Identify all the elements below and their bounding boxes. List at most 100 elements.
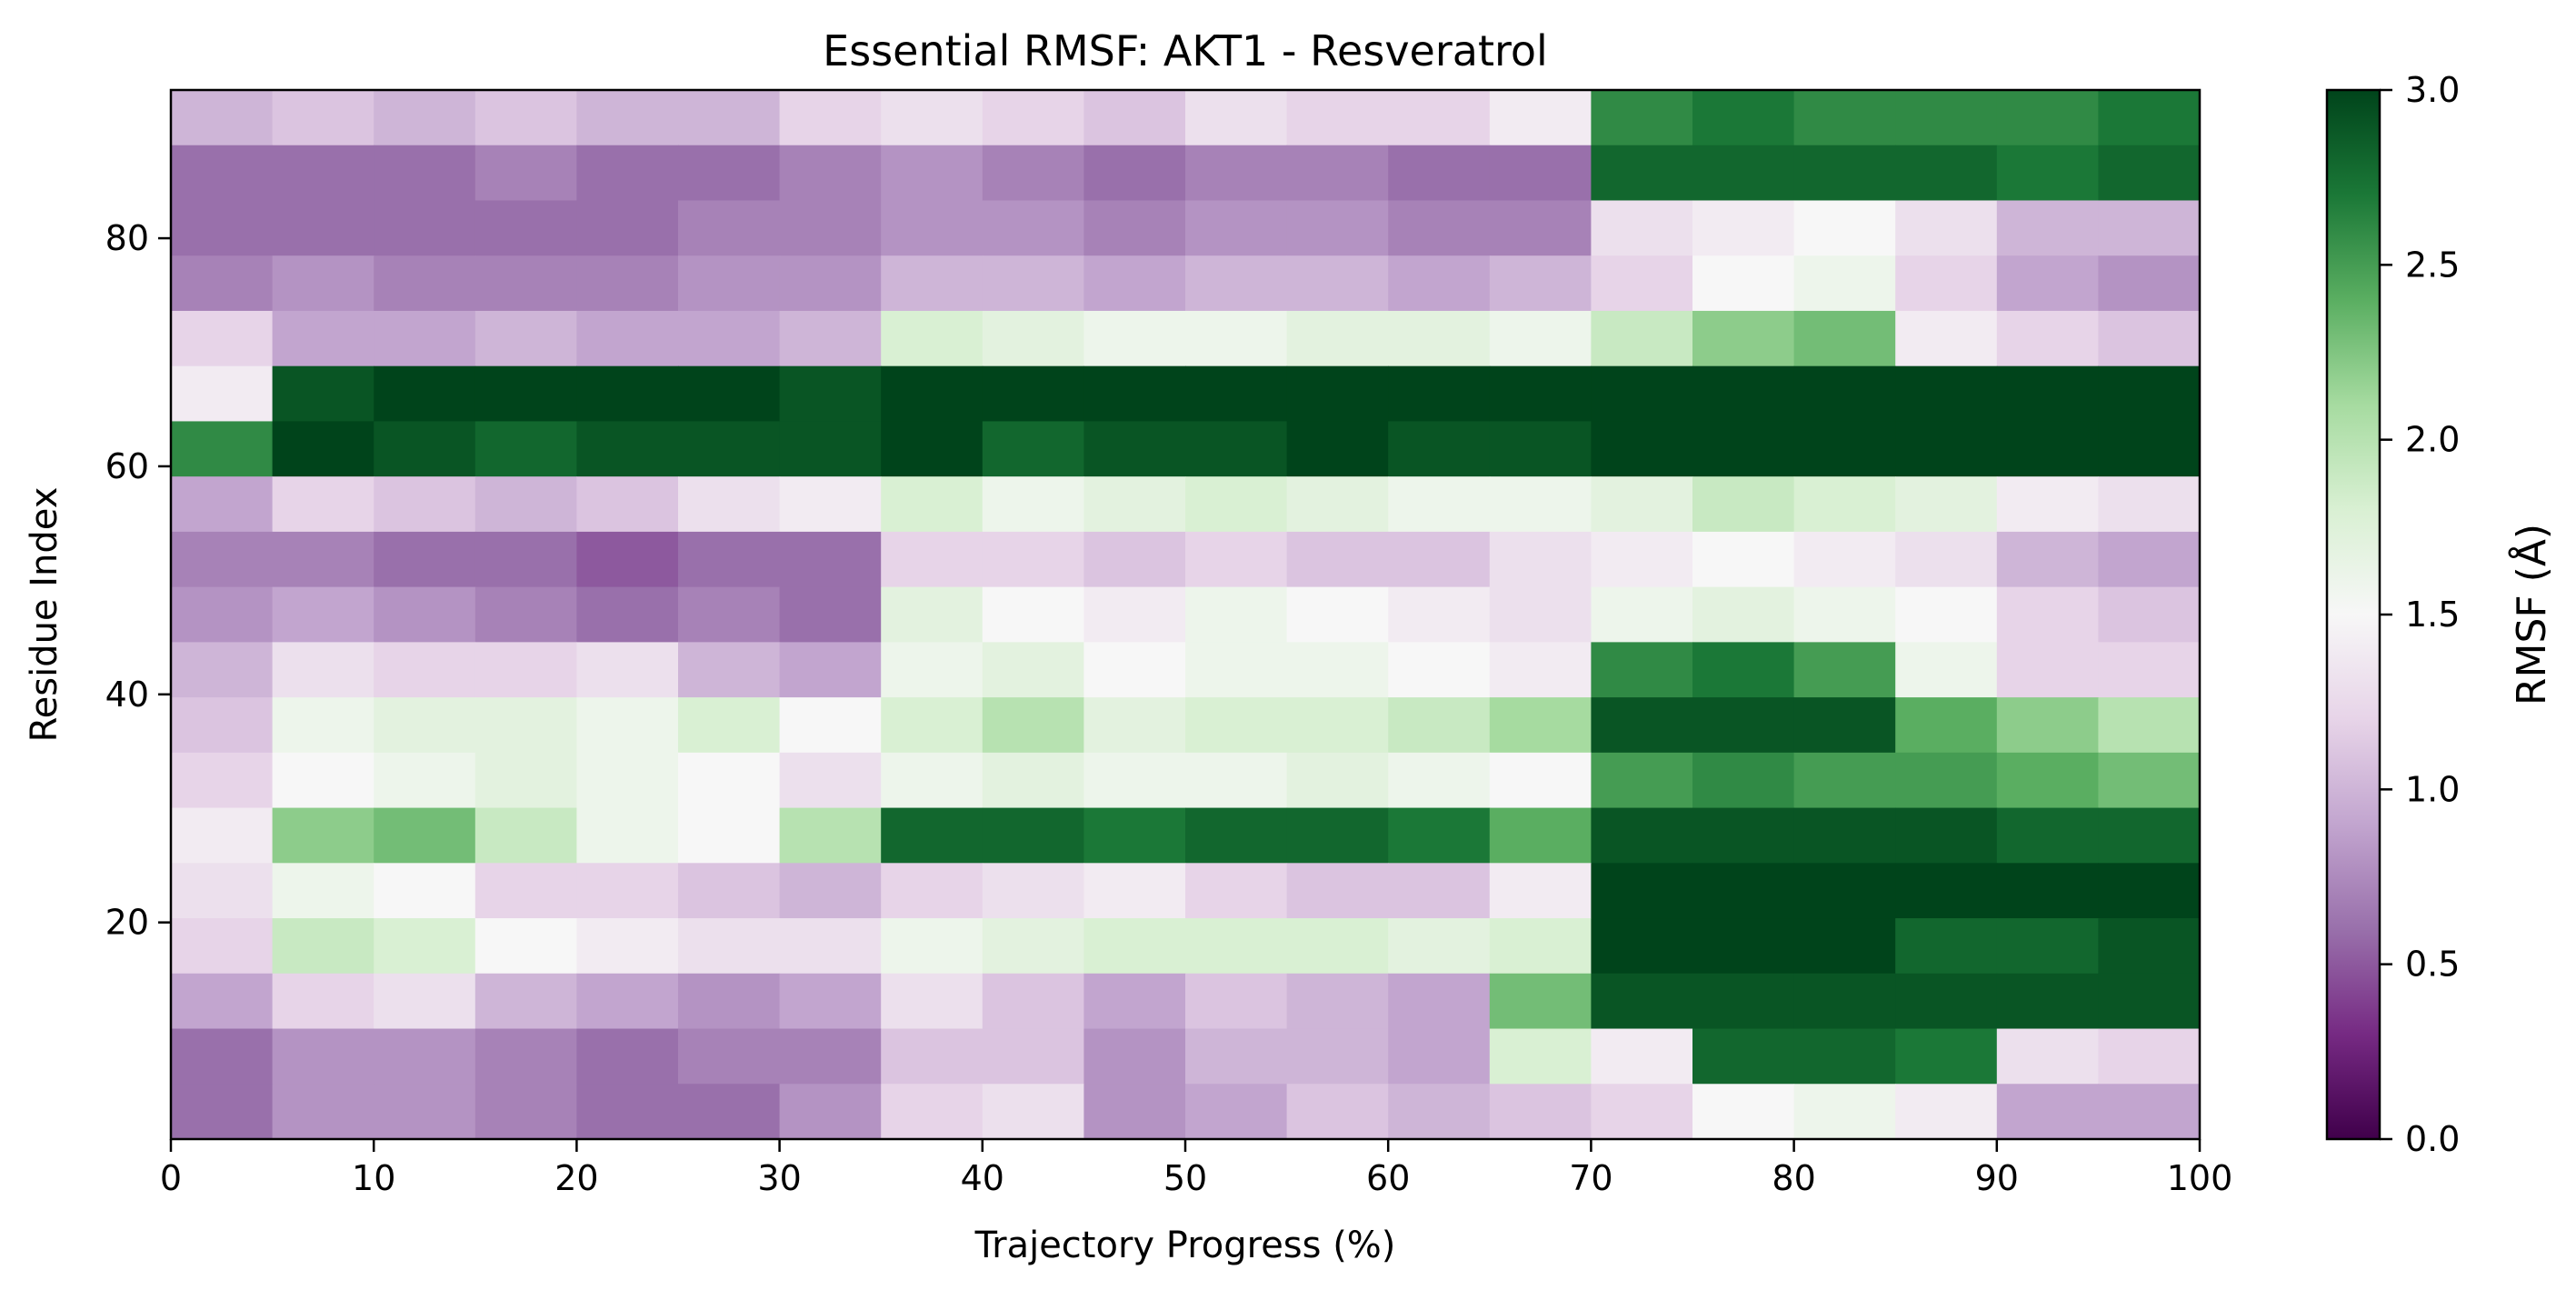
heatmap-cell [576, 365, 679, 423]
heatmap-cell [678, 642, 781, 698]
heatmap-cell [171, 531, 274, 588]
heatmap-cell [576, 476, 679, 533]
heatmap-cell [779, 642, 882, 698]
x-tick-label: 70 [1569, 1158, 1612, 1198]
heatmap-cell [171, 697, 274, 754]
heatmap-cell [474, 973, 577, 1030]
heatmap-cell [1591, 421, 1693, 477]
heatmap-cell [2098, 807, 2201, 864]
heatmap-cell [982, 476, 1084, 533]
heatmap-cell [1793, 697, 1896, 754]
x-tick-label: 20 [554, 1158, 598, 1198]
heatmap-cell [1388, 918, 1491, 975]
x-axis: 0 10 20 30 40 50 60 70 80 90 100 [160, 1139, 2232, 1198]
heatmap-cell [1286, 807, 1389, 864]
heatmap-cell [1895, 1028, 1998, 1085]
heatmap-cell [1895, 697, 1998, 754]
heatmap-cell [1895, 421, 1998, 477]
heatmap-cell [982, 90, 1084, 146]
heatmap-cell [171, 1084, 274, 1140]
heatmap-cell [1083, 421, 1186, 477]
heatmap-cell [1185, 642, 1288, 698]
heatmap-cell [1388, 1084, 1491, 1140]
heatmap-cell [1489, 476, 1592, 533]
heatmap-cell [1388, 310, 1491, 367]
heatmap-cell [1489, 531, 1592, 588]
heatmap-cell [1185, 90, 1288, 146]
heatmap-cell [272, 586, 374, 643]
heatmap-cell [779, 807, 882, 864]
heatmap-cell [2098, 421, 2201, 477]
heatmap-cell [576, 642, 679, 698]
heatmap-cell [374, 200, 476, 256]
heatmap-cell [1185, 973, 1288, 1030]
x-axis-label: Trajectory Progress (%) [974, 1225, 1396, 1266]
heatmap-cell [474, 752, 577, 809]
heatmap-cell [576, 310, 679, 367]
heatmap-cell [1793, 310, 1896, 367]
heatmap-cell [2098, 642, 2201, 698]
heatmap-cell [1692, 752, 1795, 809]
heatmap-cell [1895, 90, 1998, 146]
heatmap-cell [1286, 476, 1389, 533]
heatmap-cell [474, 200, 577, 256]
heatmap-cell [1793, 531, 1896, 588]
heatmap-cell [576, 255, 679, 312]
y-axis: 20 40 60 80 [105, 218, 171, 943]
heatmap-cell [1083, 531, 1186, 588]
heatmap-cell [272, 365, 374, 423]
heatmap-cell [2098, 697, 2201, 754]
heatmap-cell [1388, 476, 1491, 533]
heatmap-cell [1083, 1084, 1186, 1140]
heatmap-cell [171, 145, 274, 202]
heatmap-cell [1083, 310, 1186, 367]
heatmap-cell [1692, 421, 1795, 477]
heatmap-cell [1185, 918, 1288, 975]
heatmap-cell [1489, 145, 1592, 202]
heatmap-cell [1692, 365, 1795, 423]
heatmap-cell [1996, 145, 2099, 202]
heatmap-cell [678, 807, 781, 864]
heatmap-cell [474, 90, 577, 146]
heatmap-cell [1793, 90, 1896, 146]
heatmap-cell [678, 863, 781, 919]
heatmap-cell [779, 200, 882, 256]
heatmap-cell [1185, 255, 1288, 312]
heatmap-cell [2098, 200, 2201, 256]
heatmap-cell [1692, 476, 1795, 533]
heatmap-cell [474, 145, 577, 202]
heatmap-cell [1083, 365, 1186, 423]
heatmap-cell [881, 918, 983, 975]
colorbar-tick-label: 0.5 [2405, 945, 2460, 985]
heatmap-cell [576, 752, 679, 809]
heatmap-cell [1083, 145, 1186, 202]
heatmap-cell [779, 531, 882, 588]
heatmap-cell [982, 918, 1084, 975]
heatmap-cell [1692, 1028, 1795, 1085]
heatmap-cell [374, 863, 476, 919]
heatmap-cell [1489, 642, 1592, 698]
heatmap-cell [881, 531, 983, 588]
heatmap-cell [1185, 200, 1288, 256]
heatmap-cell [171, 1028, 274, 1085]
x-tick-label: 50 [1163, 1158, 1207, 1198]
heatmap-cell [171, 586, 274, 643]
heatmap-cell [1996, 421, 2099, 477]
heatmap-cell [1793, 586, 1896, 643]
heatmap-cell [1996, 476, 2099, 533]
y-tick-label: 20 [105, 903, 149, 943]
heatmap-cell [1185, 586, 1288, 643]
heatmap-cell [1692, 642, 1795, 698]
heatmap-cell [1489, 421, 1592, 477]
heatmap-cell [474, 255, 577, 312]
heatmap-cell [1996, 310, 2099, 367]
heatmap-cell [1591, 531, 1693, 588]
heatmap-cell [374, 642, 476, 698]
heatmap-cell [678, 918, 781, 975]
heatmap-cell [272, 918, 374, 975]
y-tick-label: 40 [105, 675, 149, 715]
heatmap-cell [1388, 1028, 1491, 1085]
heatmap-cell [779, 255, 882, 312]
heatmap-cell [1793, 421, 1896, 477]
